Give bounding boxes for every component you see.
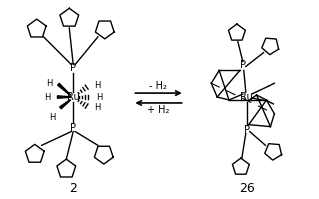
- Text: H: H: [49, 113, 56, 122]
- Text: P: P: [70, 63, 76, 73]
- Text: Ru: Ru: [241, 92, 253, 102]
- Text: H: H: [44, 93, 50, 101]
- Polygon shape: [57, 96, 70, 98]
- Text: 26: 26: [239, 182, 255, 195]
- Polygon shape: [58, 83, 70, 95]
- Text: P: P: [240, 60, 246, 70]
- Text: + H₂: + H₂: [147, 105, 169, 115]
- Text: H: H: [96, 93, 102, 101]
- Text: Ru: Ru: [67, 92, 80, 102]
- Polygon shape: [60, 100, 70, 109]
- Text: P: P: [70, 123, 76, 133]
- Text: P: P: [244, 125, 250, 135]
- Text: H: H: [94, 81, 100, 90]
- Text: - H₂: - H₂: [149, 81, 167, 91]
- Text: H: H: [94, 103, 100, 112]
- Text: 2: 2: [69, 182, 77, 195]
- Text: H: H: [46, 79, 53, 88]
